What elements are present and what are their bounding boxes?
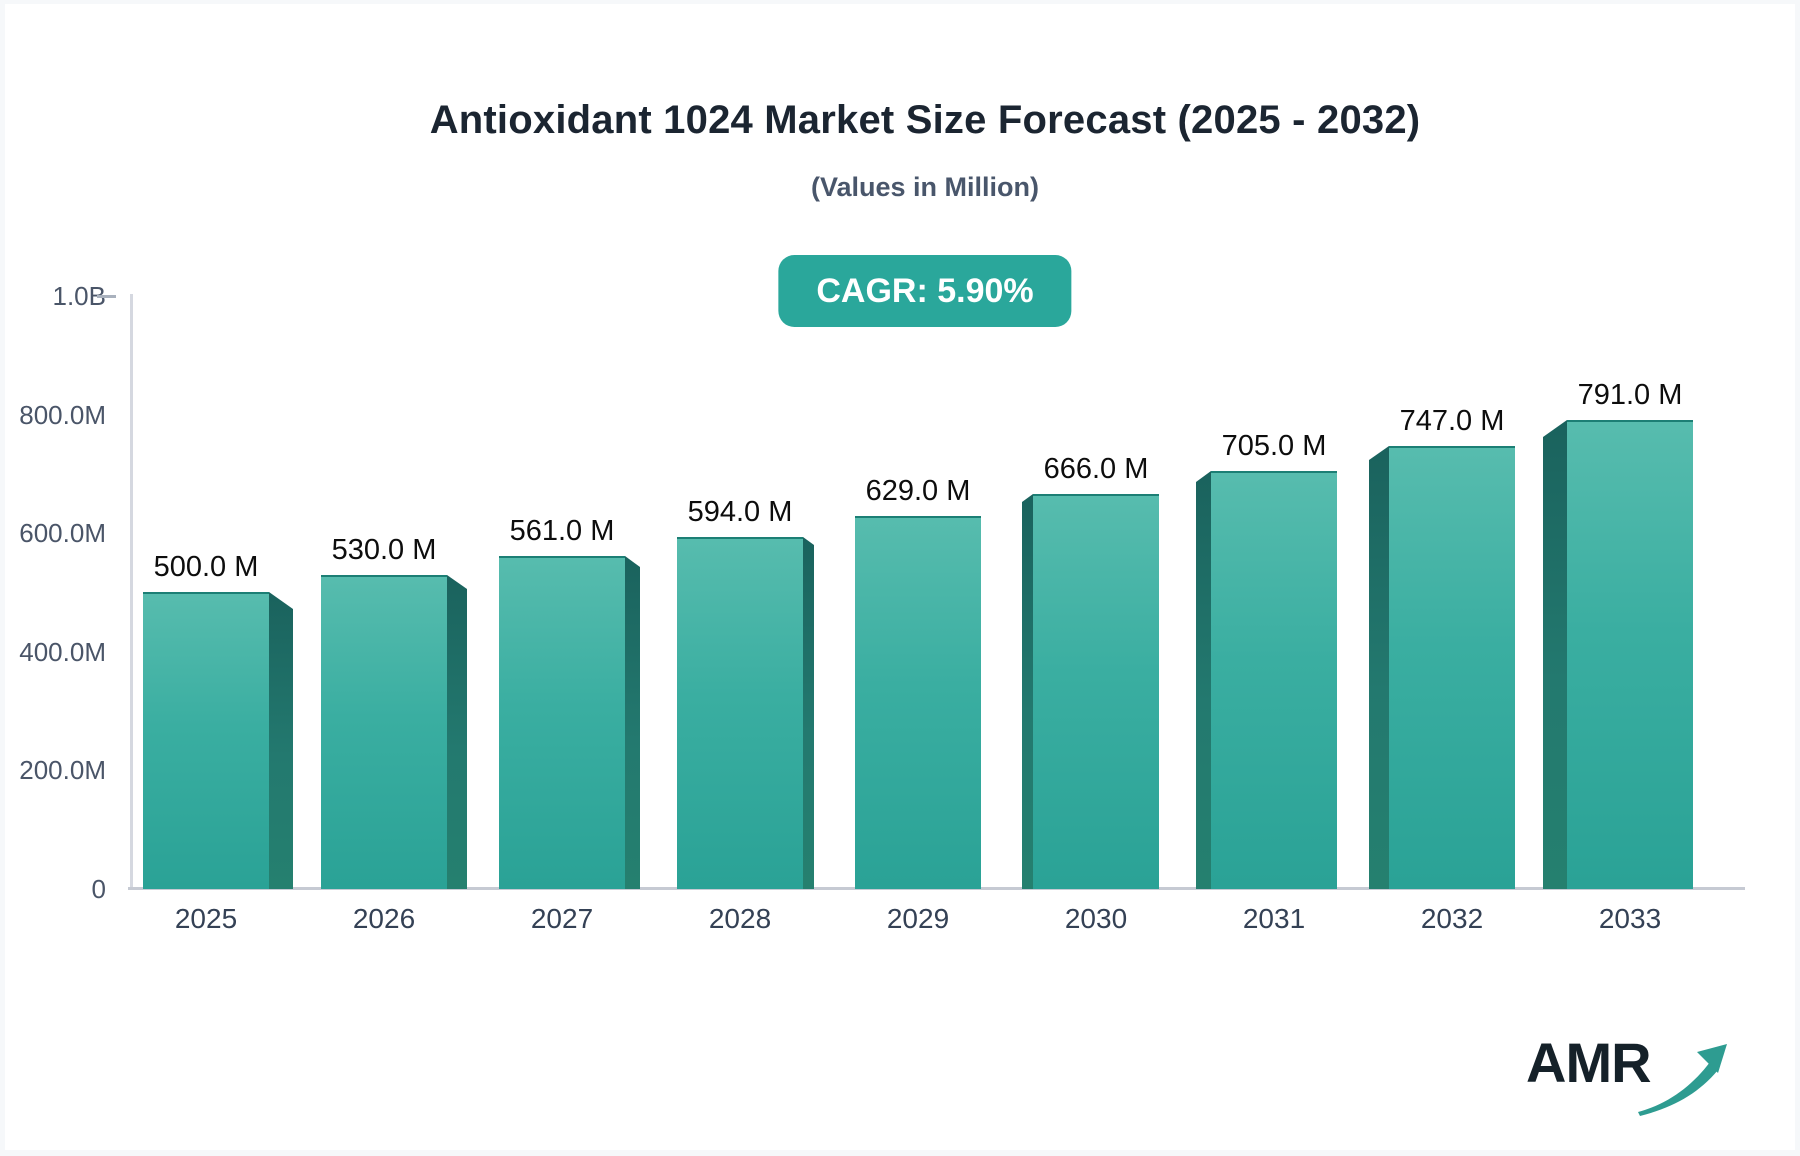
x-axis-label-2026: 2026: [352, 903, 416, 934]
amr-logo: AMR: [1526, 1030, 1727, 1120]
bar-face: [143, 592, 269, 889]
bar-2029: 629.0 M: [855, 0, 981, 889]
y-axis-line: [130, 294, 133, 890]
bar-2031: 705.0 M: [1196, 0, 1337, 889]
amr-logo-arrow-icon: [1638, 1044, 1727, 1116]
bar-value-label: 561.0 M: [509, 515, 615, 547]
bar-face: [1033, 494, 1159, 889]
y-axis-tick-label: 0: [91, 874, 106, 904]
y-axis-tick-label: 600.0M: [19, 518, 106, 549]
bar-face: [1567, 420, 1693, 889]
bar-2025: 500.0 M: [143, 0, 293, 889]
bar-2026: 530.0 M: [321, 0, 467, 889]
bar-face: [1211, 471, 1337, 889]
bar-value-label: 705.0 M: [1221, 430, 1327, 462]
bar-2033: 791.0 M: [1543, 0, 1693, 889]
bar-side-shade: [1196, 471, 1211, 889]
y-axis-tick-label: 400.0M: [19, 636, 106, 667]
bar-value-label: 747.0 M: [1399, 405, 1505, 437]
bar-value-label: 666.0 M: [1043, 453, 1149, 485]
bar-value-label: 791.0 M: [1577, 379, 1683, 411]
bar-side-shade: [447, 575, 467, 889]
bar-2027: 561.0 M: [499, 0, 640, 889]
chart-subtitle: (Values in Million): [810, 172, 1040, 202]
bar-side-shade: [1022, 494, 1033, 889]
bar-face: [855, 516, 981, 889]
cagr-badge: CAGR: 5.90%: [778, 255, 1072, 327]
bar-side-shade: [1543, 420, 1567, 889]
bar-side-shade: [803, 537, 814, 889]
bar-value-label: 500.0 M: [153, 551, 259, 583]
x-axis-label-2030: 2030: [1064, 903, 1128, 934]
x-axis-label-2033: 2033: [1598, 903, 1662, 934]
y-axis-tick-label: 1.0B: [52, 281, 107, 311]
bar-side-shade: [269, 592, 293, 889]
y-axis-tick-mark: [97, 295, 116, 298]
bar-face: [1389, 446, 1515, 889]
bar-value-label: 530.0 M: [331, 534, 437, 566]
bar-2030: 666.0 M: [1022, 0, 1159, 889]
x-axis-label-2027: 2027: [530, 903, 594, 934]
bar-2028: 594.0 M: [677, 0, 814, 889]
amr-logo-text: AMR: [1526, 1031, 1652, 1094]
bar-face: [321, 575, 447, 889]
bar-value-label: 594.0 M: [687, 496, 793, 528]
y-axis-tick-label: 800.0M: [19, 399, 106, 430]
y-axis-tick-label: 200.0M: [19, 755, 106, 786]
bar-side-shade: [1369, 446, 1389, 889]
bar-2032: 747.0 M: [1369, 0, 1515, 889]
bar-side-shade: [625, 556, 640, 889]
x-axis-label-2028: 2028: [708, 903, 772, 934]
x-axis-label-2031: 2031: [1242, 903, 1306, 934]
x-axis-label-2032: 2032: [1420, 903, 1484, 934]
x-axis-label-2029: 2029: [886, 903, 950, 934]
bar-face: [677, 537, 803, 889]
chart-title: Antioxidant 1024 Market Size Forecast (2…: [429, 98, 1421, 142]
x-axis-label-2025: 2025: [174, 903, 238, 934]
bar-value-label: 629.0 M: [865, 475, 971, 507]
bar-face: [499, 556, 625, 889]
